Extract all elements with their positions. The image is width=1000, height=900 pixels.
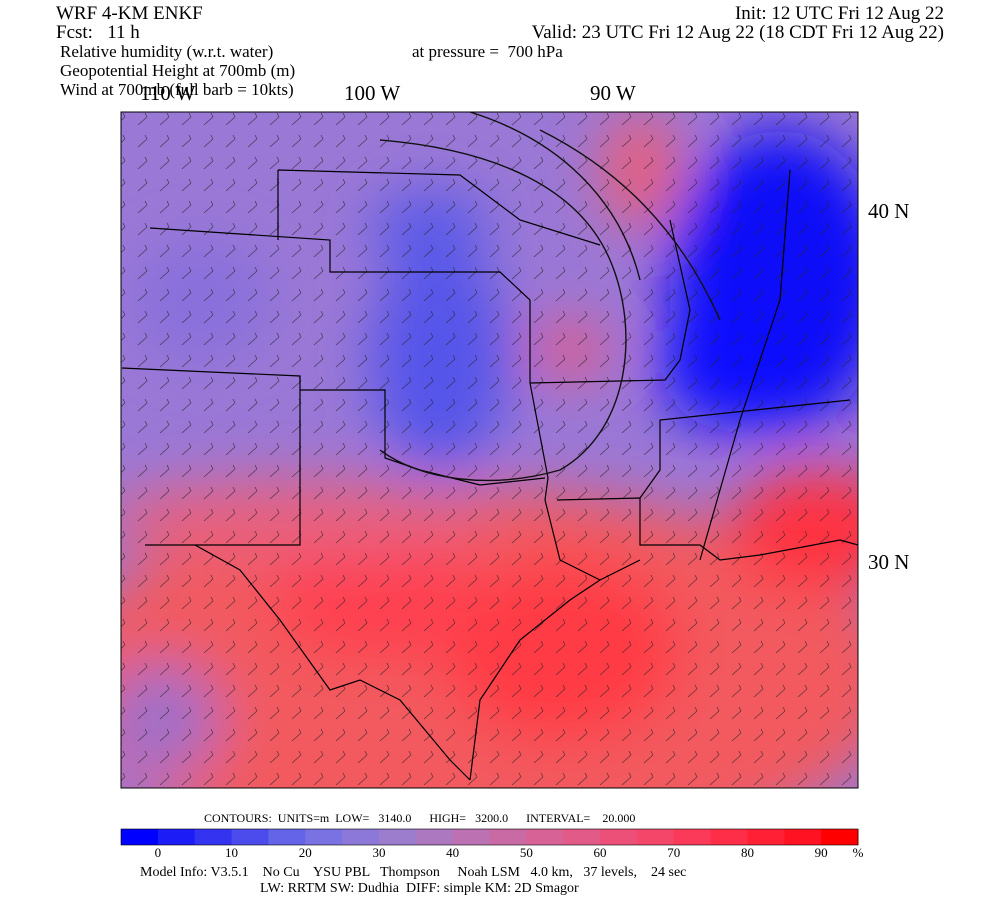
model-title: WRF 4-KM ENKF (56, 3, 203, 24)
colorbar-unit: % (853, 845, 864, 860)
init-time: Init: 12 UTC Fri 12 Aug 22 (735, 3, 944, 24)
valid-time: Valid: 23 UTC Fri 12 Aug 22 (18 CDT Fri … (532, 22, 944, 43)
field-label: Geopotential Height at 700mb (m) (60, 61, 295, 80)
colorbar-swatch (821, 829, 859, 845)
colorbar-label: 40 (446, 845, 459, 860)
colorbar-label: 30 (372, 845, 385, 860)
colorbar: 0 10 20 30 40 50 60 70 80 90% (120, 828, 864, 860)
colorbar-swatch (378, 829, 417, 845)
latitude-label: 40 N (868, 199, 909, 223)
colorbar-label: 90 (815, 845, 828, 860)
map-frame (120, 111, 859, 789)
colorbar-swatch (710, 829, 748, 845)
contour-info: CONTOURS: UNITS=m LOW= 3140.0 HIGH= 3200… (204, 811, 635, 825)
colorbar-swatch (194, 829, 233, 845)
colorbar-label: 60 (594, 845, 607, 860)
colorbar-swatch (121, 829, 159, 845)
longitude-label: 100 W (344, 81, 400, 105)
longitude-label: 90 W (590, 81, 636, 105)
colorbar-label: 10 (225, 845, 238, 860)
colorbar-swatch (636, 829, 675, 845)
colorbar-swatch (157, 829, 196, 845)
colorbar-swatch (784, 829, 822, 845)
colorbar-swatch (305, 829, 343, 845)
colorbar-label: 80 (741, 845, 754, 860)
height-contours (379, 112, 721, 482)
colorbar-label: 50 (520, 845, 533, 860)
pressure-level: at pressure = 700 hPa (412, 42, 563, 61)
colorbar-label: 0 (155, 845, 162, 860)
model-info: Model Info: V3.5.1 No Cu YSU PBL Thompso… (140, 865, 686, 880)
colorbar-swatch (342, 829, 380, 845)
colorbar-swatch (452, 829, 490, 845)
colorbar-swatch (600, 829, 638, 845)
colorbar-swatch (268, 829, 306, 845)
colorbar-frame (120, 828, 859, 846)
colorbar-swatch (415, 829, 454, 845)
colorbar-swatch (673, 829, 712, 845)
forecast-hour: Fcst: 11 h (56, 22, 140, 43)
field-label: Wind at 700mb (full barb = 10kts) (60, 80, 294, 99)
colorbar-swatch (526, 829, 564, 845)
longitude-label: 110 W (140, 81, 196, 105)
colorbar-swatch (747, 829, 785, 845)
model-info: LW: RRTM SW: Dudhia DIFF: simple KM: 2D … (260, 881, 579, 896)
colorbar-label: 20 (299, 845, 312, 860)
latitude-label: 30 N (868, 550, 909, 574)
field-label: Relative humidity (w.r.t. water) (60, 42, 273, 61)
boundaries (121, 169, 858, 781)
colorbar-label: 70 (667, 845, 680, 860)
map-field (121, 112, 858, 788)
colorbar-swatch (489, 829, 527, 845)
colorbar-swatch (563, 829, 601, 845)
colorbar-swatch (231, 829, 269, 845)
